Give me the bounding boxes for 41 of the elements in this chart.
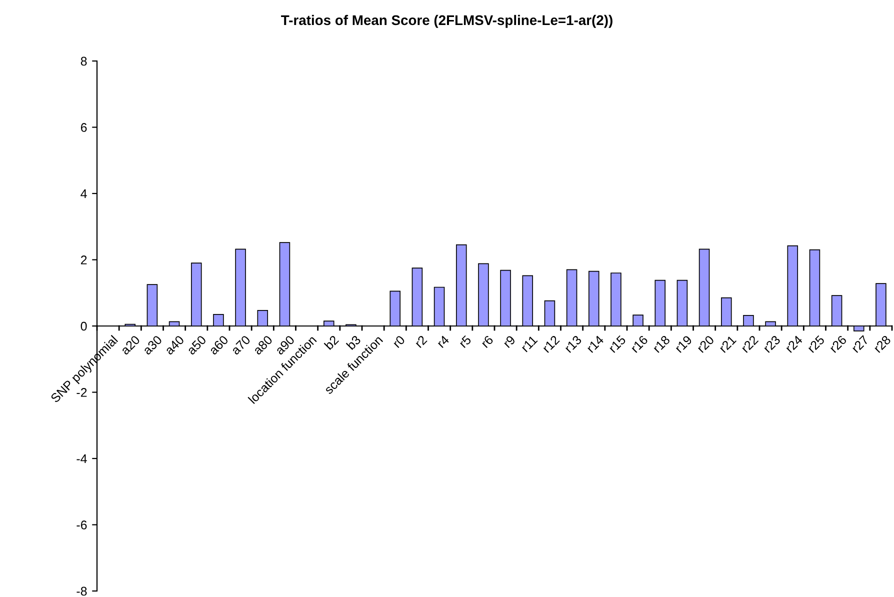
- x-tick-label: a50: [186, 334, 207, 356]
- x-tick-label: a20: [120, 334, 140, 356]
- x-tick-label: r24: [784, 334, 803, 353]
- x-tick-label: r2: [414, 335, 428, 348]
- x-tick-label: r20: [696, 334, 715, 354]
- x-tick-label: a60: [208, 334, 229, 356]
- x-tick-label: r11: [520, 335, 538, 352]
- y-tick-label: -6: [76, 520, 87, 530]
- x-tick-label: r16: [630, 334, 648, 354]
- x-tick-label: a70: [230, 334, 251, 356]
- y-tick-label: 6: [80, 123, 87, 132]
- x-tick-label: r28: [873, 334, 892, 354]
- x-tick-label: r26: [829, 334, 848, 354]
- x-tick-label: r25: [806, 334, 825, 354]
- x-tick-label: r19: [674, 334, 692, 354]
- x-tick-label: r27: [851, 335, 870, 353]
- x-tick-label: r14: [586, 334, 604, 353]
- y-tick-label: 0: [80, 322, 87, 331]
- x-tick-label: r15: [608, 335, 626, 354]
- x-tick-label: r4: [436, 334, 450, 348]
- x-tick-label: a80: [252, 334, 273, 356]
- x-tick-label: r13: [564, 334, 582, 354]
- x-tick-label: r0: [392, 334, 406, 348]
- x-tick-label: b2: [324, 334, 340, 350]
- x-tick-label: r9: [502, 334, 516, 348]
- y-tick-label: -8: [76, 586, 87, 596]
- x-tick-label: r5: [458, 335, 472, 348]
- x-tick-label: r18: [652, 334, 670, 354]
- y-tick-label: 8: [80, 56, 87, 66]
- x-tick-label: r6: [480, 334, 494, 348]
- x-tick-label: r23: [762, 334, 781, 354]
- x-tick-label: a40: [164, 334, 185, 356]
- x-tick-label: r12: [542, 335, 560, 353]
- y-tick-label: 2: [80, 256, 87, 264]
- y-tick-label: 4: [80, 189, 87, 198]
- chart-title: T-ratios of Mean Score (2FLMSV-spline-Le=1-ar(2)): [281, 14, 612, 28]
- y-tick-label: -4: [76, 454, 87, 464]
- x-tick-label: r22: [740, 335, 759, 353]
- y-tick-label: -2: [76, 388, 87, 397]
- x-tick-label: a30: [142, 334, 163, 356]
- x-tick-label: r21: [718, 334, 737, 353]
